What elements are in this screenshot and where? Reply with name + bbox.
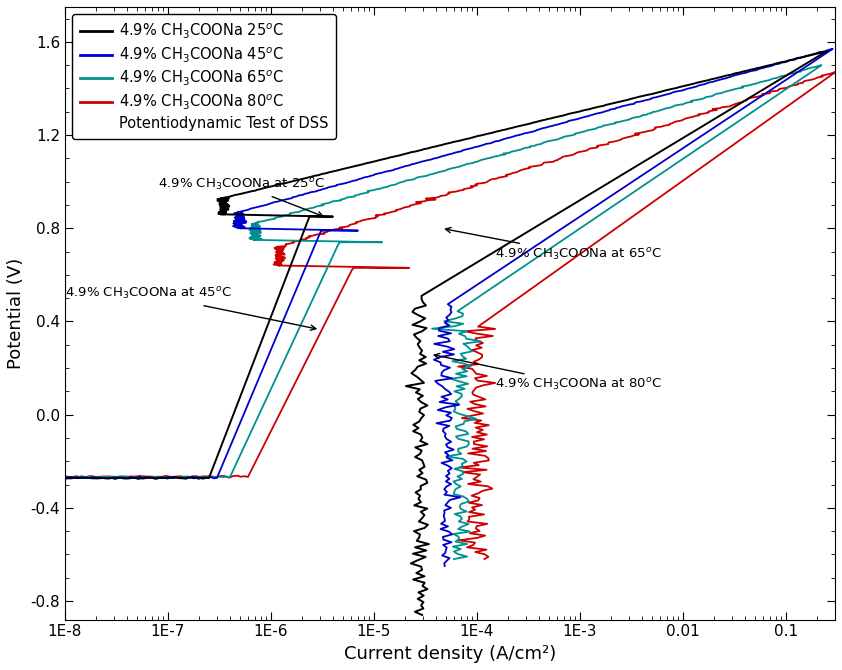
Legend: 4.9% CH$_3$COONa 25$^o$C, 4.9% CH$_3$COONa 45$^o$C, 4.9% CH$_3$COONa 65$^o$C, 4.: 4.9% CH$_3$COONa 25$^o$C, 4.9% CH$_3$COO…	[72, 14, 336, 139]
Y-axis label: Potential (V): Potential (V)	[7, 258, 25, 369]
Text: 4.9% CH$_3$COONa at 80$^o$C: 4.9% CH$_3$COONa at 80$^o$C	[434, 354, 662, 393]
Text: 4.9% CH$_3$COONa at 25$^o$C: 4.9% CH$_3$COONa at 25$^o$C	[158, 177, 325, 217]
X-axis label: Current density (A/cm²): Current density (A/cm²)	[344, 645, 557, 663]
Text: 4.9% CH$_3$COONa at 65$^o$C: 4.9% CH$_3$COONa at 65$^o$C	[445, 228, 662, 263]
Text: 4.9% CH$_3$COONa at 45$^o$C: 4.9% CH$_3$COONa at 45$^o$C	[65, 286, 316, 330]
